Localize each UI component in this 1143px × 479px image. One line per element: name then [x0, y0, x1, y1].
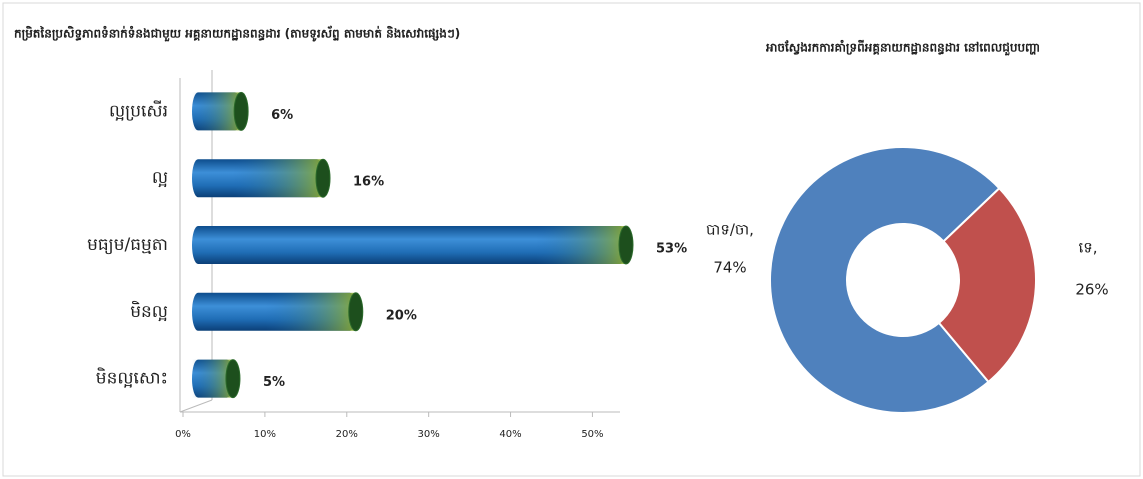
value-label: 20% [386, 308, 417, 323]
value-label: 53% [656, 242, 687, 257]
y-tick-label: ល្អ [152, 168, 168, 188]
x-tick-label: 20% [336, 429, 358, 440]
x-tick-label: 0% [175, 429, 191, 440]
slice-value: 26% [1075, 281, 1108, 299]
bar [192, 225, 634, 265]
bar [192, 91, 249, 131]
right-title: អាចស្វែងរកការគាំទ្រពីអគ្គនាយកដ្ឋានពន្ធដា… [765, 40, 1040, 57]
y-tick-label: ល្អប្រសើរ [109, 99, 168, 121]
y-tick-label: មិនល្អសោះ [96, 367, 168, 389]
bar [192, 359, 241, 399]
x-tick-label: 10% [254, 429, 276, 440]
slice-value: 74% [713, 259, 746, 277]
value-label: 16% [353, 175, 384, 190]
left-title: កម្រិតនៃប្រសិទ្ធភាពទំនាក់ទំនងជាមួយ អគ្គន… [14, 26, 460, 43]
x-tick-label: 30% [418, 429, 440, 440]
x-tick-label: 40% [499, 429, 521, 440]
y-tick-label: មធ្យម/ធម្មតា [87, 235, 168, 255]
y-tick-label: មិនល្អ [130, 300, 168, 322]
donut-slice [937, 186, 1037, 384]
slice-label: បាទ/ចា, [706, 221, 754, 239]
bar [192, 292, 364, 332]
bar [192, 158, 331, 198]
x-tick-label: 50% [581, 429, 603, 440]
axis-wall [179, 399, 213, 413]
donut-slice [769, 146, 1001, 414]
value-label: 6% [271, 108, 293, 123]
value-label: 5% [263, 375, 285, 390]
slice-label: ទេ, [1078, 239, 1097, 257]
